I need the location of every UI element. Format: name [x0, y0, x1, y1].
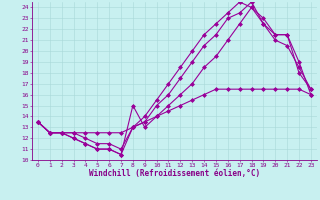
- X-axis label: Windchill (Refroidissement éolien,°C): Windchill (Refroidissement éolien,°C): [89, 169, 260, 178]
